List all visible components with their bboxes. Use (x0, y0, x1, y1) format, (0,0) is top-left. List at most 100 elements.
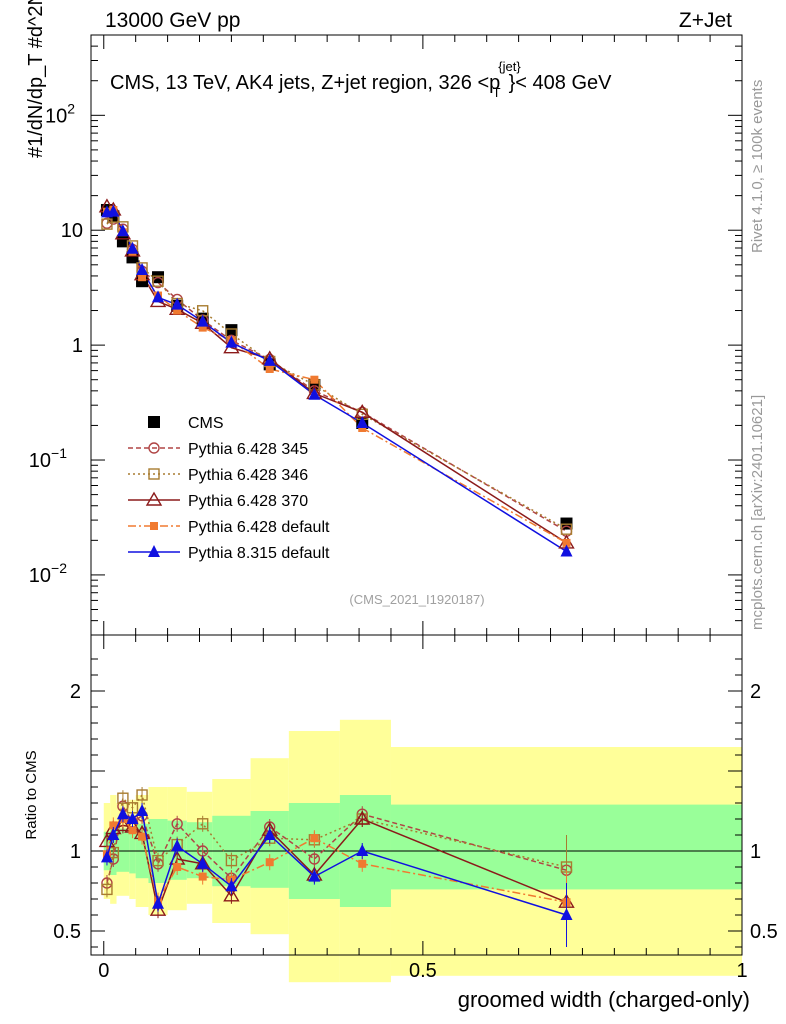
ratio-point (128, 826, 137, 835)
data-point (173, 306, 182, 315)
legend-label: Pythia 8.315 default (188, 545, 330, 562)
analysis-id: (CMS_2021_I1920187) (349, 592, 484, 607)
data-point (136, 263, 149, 276)
ratio-point (265, 858, 274, 867)
data-point (198, 323, 207, 332)
legend-marker (148, 545, 160, 557)
ratio-point (101, 883, 113, 896)
ratio-point (196, 818, 209, 830)
ratio-point (223, 887, 240, 902)
data-point (560, 523, 573, 535)
ratio-point (116, 807, 129, 820)
ratio-point (152, 854, 164, 867)
data-point (356, 415, 369, 428)
band-green (129, 827, 136, 874)
ratio-point (114, 817, 132, 832)
side-text-bottom: mcplots.cern.ch [arXiv:2401.10621] (749, 395, 766, 630)
legend-marker (148, 416, 160, 428)
legend-marker (148, 442, 160, 454)
ratio-y-tick-label-right: 1 (750, 841, 761, 863)
legend-marker (148, 468, 160, 480)
ratio-point (310, 834, 319, 843)
plot-title: CMS, 13 TeV, AK4 jets, Z+jet region, 326… (110, 59, 612, 100)
main-panel: 10−2 10−1 1 10 102 (29, 34, 743, 636)
data-point (101, 218, 113, 230)
band-green (116, 828, 130, 872)
ratio-y-tick-label: 0.5 (53, 921, 81, 943)
data-point (152, 275, 164, 287)
data-point (171, 297, 184, 310)
ratio-point (149, 901, 167, 916)
ratio-point (152, 896, 165, 909)
ratio-point (356, 844, 369, 856)
data-point (138, 273, 147, 282)
data-point (116, 224, 129, 237)
legend-marker (145, 491, 163, 506)
ratio-point (225, 879, 238, 892)
ratio-point (560, 908, 573, 920)
y-tick-label: 1 (72, 335, 83, 357)
header-right: Z+Jet (679, 9, 732, 32)
data-point (225, 335, 238, 348)
ratio-point (196, 856, 209, 869)
data-point (126, 241, 139, 254)
ratio-point (138, 832, 147, 841)
legend-label: Pythia 6.428 default (188, 519, 330, 536)
series-line (106, 209, 567, 544)
series-line (106, 206, 567, 544)
data-point (196, 314, 209, 327)
legend-label: Pythia 6.428 370 (188, 493, 308, 510)
y-tick-label: 102 (45, 100, 75, 127)
legend-label: CMS (188, 415, 224, 432)
ratio-y-tick-label-right: 2 (750, 681, 761, 703)
ratio-point (225, 854, 238, 867)
y-axis-label-top-text: #1/dN/dp_T #d^2N/dp_T dλ (25, 0, 47, 158)
ratio-point (126, 812, 139, 824)
data-point (225, 324, 238, 337)
ratio-y-tick-label: 2 (70, 681, 81, 703)
ratio-y-tick-label: 1 (70, 841, 81, 863)
ratio-point (109, 821, 118, 830)
y-axis-label-top: #1/dN/dp_T #d^2N/dp_T dλ (25, 0, 47, 158)
series-line (106, 216, 567, 530)
ratio-frame (90, 634, 743, 956)
series-line (106, 218, 567, 532)
data-point (562, 538, 571, 547)
ratio-point (171, 818, 183, 830)
ratio-point (100, 850, 113, 863)
y-tick-label: 10 (61, 220, 83, 242)
legend: CMS Pythia 6.428 345 Pythia 6.428 346 Pythi… (128, 415, 330, 562)
ratio-point (171, 839, 184, 852)
data-point (310, 375, 319, 384)
x-tick-label: 1 (736, 960, 747, 982)
ratio-point (173, 863, 182, 871)
header-left: 13000 GeV pp (105, 9, 240, 32)
ratio-point (263, 828, 276, 840)
data-point (560, 544, 573, 557)
ratio-point (107, 828, 120, 840)
ratio-point (136, 789, 148, 801)
y-tick-label: 10−2 (29, 560, 67, 587)
ratio-point (308, 869, 321, 882)
x-axis-label: groomed width (charged-only) (458, 987, 750, 1012)
side-text-top: Rivet 4.1.0, ≥ 100k events (749, 80, 766, 253)
legend-label: Pythia 6.428 346 (188, 467, 308, 484)
data-point (152, 290, 165, 303)
ratio-point (358, 859, 367, 868)
y-axis-label-ratio: Ratio to CMS (23, 750, 40, 839)
ratio-point (308, 853, 321, 865)
ratio-point (136, 804, 149, 816)
ratio-y-tick-label-right: 0.5 (750, 921, 778, 943)
y-tick-label: 10−1 (29, 445, 67, 472)
data-point (308, 387, 321, 400)
legend-label: Pythia 6.428 345 (188, 441, 308, 458)
ratio-point (117, 792, 129, 804)
data-point (107, 204, 120, 217)
data-point (265, 364, 274, 373)
ratio-panel: 0.5 0.51 12 20 0.5 1 (53, 634, 778, 983)
legend-marker (150, 522, 158, 530)
x-tick-label: 0 (98, 960, 109, 982)
data-point (263, 353, 276, 366)
ratio-point (198, 872, 207, 881)
